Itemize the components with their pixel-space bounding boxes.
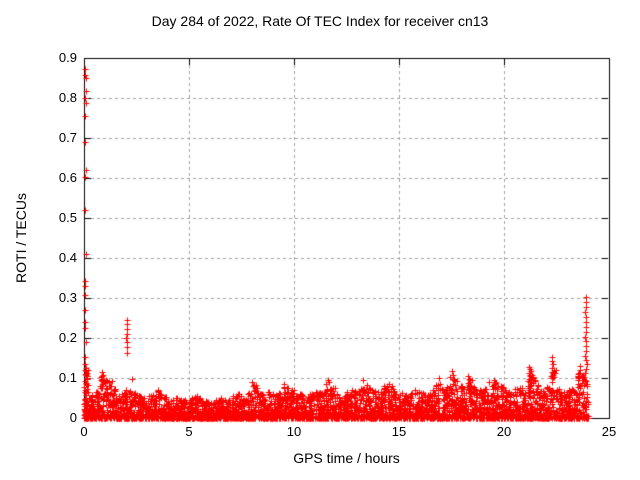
y-tick-label-4: 0.4 — [58, 250, 77, 265]
y-tick-label-9: 0.9 — [58, 50, 77, 65]
y-tick-label-0: 0 — [69, 410, 77, 425]
y-tick-label-2: 0.2 — [58, 330, 77, 345]
x-tick-label-5: 25 — [601, 424, 617, 439]
y-tick-label-6: 0.6 — [58, 170, 77, 185]
y-tick-label-8: 0.8 — [58, 90, 77, 105]
x-tick-label-0: 0 — [80, 424, 88, 439]
y-tick-label-7: 0.7 — [58, 130, 77, 145]
chart-title: Day 284 of 2022, Rate Of TEC Index for r… — [151, 13, 489, 29]
y-axis-label: ROTI / TECUs — [13, 193, 29, 283]
x-tick-label-1: 5 — [185, 424, 193, 439]
x-tick-label-4: 20 — [496, 424, 512, 439]
y-tick-label-3: 0.3 — [58, 290, 77, 305]
x-tick-label-2: 10 — [286, 424, 302, 439]
y-tick-label-5: 0.5 — [58, 210, 77, 225]
x-axis-label: GPS time / hours — [293, 450, 400, 466]
x-tick-label-3: 15 — [391, 424, 407, 439]
y-tick-label-1: 0.1 — [58, 370, 77, 385]
